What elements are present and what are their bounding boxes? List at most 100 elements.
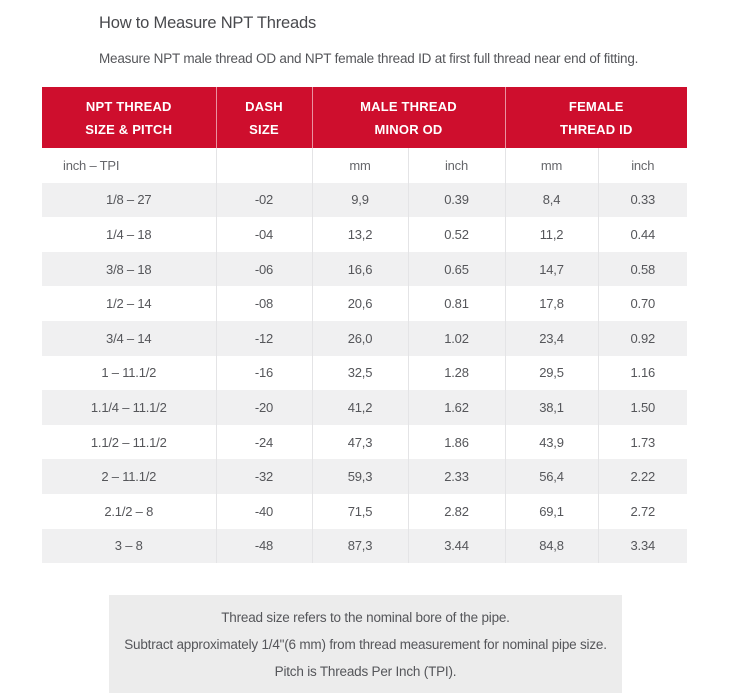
cell-male-mm: 47,3	[312, 424, 409, 460]
cell-male-inch: 2.33	[408, 459, 506, 494]
cell-dash: -08	[216, 286, 313, 321]
cell-size-pitch: 1.1/2 – 11.1/2	[42, 424, 217, 460]
cell-male-mm: 59,3	[312, 459, 409, 494]
cell-male-inch: 1.02	[408, 320, 506, 356]
header-line: MINOR OD	[374, 121, 443, 137]
npt-thread-table: NPT THREAD SIZE & PITCH DASH SIZE MALE T…	[42, 87, 688, 564]
cell-size-pitch: 1 – 11.1/2	[42, 355, 217, 391]
cell-female-mm: 43,9	[505, 424, 599, 460]
header-line: FEMALE	[568, 98, 624, 114]
header-line: MALE THREAD	[360, 98, 457, 114]
units-female-inch: inch	[598, 148, 688, 183]
cell-female-mm: 8,4	[505, 182, 599, 218]
cell-male-mm: 16,6	[312, 251, 409, 287]
cell-male-mm: 13,2	[312, 217, 409, 252]
cell-female-inch: 2.72	[598, 493, 688, 529]
cell-size-pitch: 3 – 8	[42, 528, 217, 564]
cell-female-mm: 69,1	[505, 493, 599, 529]
table-row: 1/4 – 18 -04 13,2 0.52 11,2 0.44	[42, 217, 688, 252]
table-header: NPT THREAD SIZE & PITCH DASH SIZE MALE T…	[42, 87, 688, 183]
cell-female-inch: 1.50	[598, 390, 688, 425]
cell-female-inch: 2.22	[598, 459, 688, 494]
cell-dash: -02	[216, 182, 313, 218]
header-line: DASH	[245, 98, 283, 114]
cell-dash: -24	[216, 424, 313, 460]
units-male-inch: inch	[408, 148, 506, 183]
cell-size-pitch: 2 – 11.1/2	[42, 459, 217, 494]
cell-size-pitch: 1/2 – 14	[42, 286, 217, 321]
cell-male-inch: 1.86	[408, 424, 506, 460]
header-male-thread-minor-od: MALE THREAD MINOR OD	[312, 87, 506, 148]
cell-dash: -06	[216, 251, 313, 287]
table-row: 3 – 8 -48 87,3 3.44 84,8 3.34	[42, 528, 688, 564]
cell-female-mm: 23,4	[505, 320, 599, 356]
cell-male-inch: 2.82	[408, 493, 506, 529]
cell-size-pitch: 1.1/4 – 11.1/2	[42, 390, 217, 425]
cell-female-mm: 84,8	[505, 528, 599, 564]
table-row: 1.1/2 – 11.1/2 -24 47,3 1.86 43,9 1.73	[42, 424, 688, 460]
units-size-pitch: inch – TPI	[42, 148, 217, 183]
header-npt-thread-size-pitch: NPT THREAD SIZE & PITCH	[42, 87, 217, 148]
units-row: inch – TPI mm inch mm inch	[42, 148, 688, 183]
table-row: 1/8 – 27 -02 9,9 0.39 8,4 0.33	[42, 182, 688, 218]
footnote-box: Thread size refers to the nominal bore o…	[109, 595, 622, 693]
page-subtitle: Measure NPT male thread OD and NPT femal…	[99, 50, 639, 66]
cell-dash: -12	[216, 320, 313, 356]
cell-dash: -48	[216, 528, 313, 564]
cell-dash: -20	[216, 390, 313, 425]
cell-female-inch: 0.70	[598, 286, 688, 321]
cell-size-pitch: 3/8 – 18	[42, 251, 217, 287]
cell-male-mm: 32,5	[312, 355, 409, 391]
footnote-line: Thread size refers to the nominal bore o…	[221, 609, 510, 625]
table-row: 1.1/4 – 11.1/2 -20 41,2 1.62 38,1 1.50	[42, 390, 688, 425]
header-female-thread-id: FEMALE THREAD ID	[505, 87, 688, 148]
table-row: 1 – 11.1/2 -16 32,5 1.28 29,5 1.16	[42, 355, 688, 391]
cell-female-mm: 38,1	[505, 390, 599, 425]
units-dash	[216, 148, 313, 183]
table-body: 1/8 – 27 -02 9,9 0.39 8,4 0.33 1/4 – 18 …	[42, 182, 688, 564]
cell-dash: -32	[216, 459, 313, 494]
cell-male-inch: 0.81	[408, 286, 506, 321]
cell-dash: -04	[216, 217, 313, 252]
table-row: 1/2 – 14 -08 20,6 0.81 17,8 0.70	[42, 286, 688, 321]
table-row: 2 – 11.1/2 -32 59,3 2.33 56,4 2.22	[42, 459, 688, 494]
footnote-line: Pitch is Threads Per Inch (TPI).	[274, 663, 457, 679]
cell-male-inch: 0.39	[408, 182, 506, 218]
cell-female-mm: 17,8	[505, 286, 599, 321]
cell-female-mm: 11,2	[505, 217, 599, 252]
cell-female-inch: 1.16	[598, 355, 688, 391]
header-row: NPT THREAD SIZE & PITCH DASH SIZE MALE T…	[42, 87, 688, 148]
cell-dash: -16	[216, 355, 313, 391]
cell-male-mm: 9,9	[312, 182, 409, 218]
cell-dash: -40	[216, 493, 313, 529]
cell-female-inch: 3.34	[598, 528, 688, 564]
cell-male-mm: 26,0	[312, 320, 409, 356]
cell-female-inch: 0.58	[598, 251, 688, 287]
cell-size-pitch: 1/8 – 27	[42, 182, 217, 218]
cell-male-inch: 0.65	[408, 251, 506, 287]
cell-female-inch: 1.73	[598, 424, 688, 460]
header-line: SIZE & PITCH	[85, 121, 173, 137]
cell-male-inch: 3.44	[408, 528, 506, 564]
cell-male-mm: 71,5	[312, 493, 409, 529]
cell-female-mm: 56,4	[505, 459, 599, 494]
cell-female-inch: 0.44	[598, 217, 688, 252]
table-row: 2.1/2 – 8 -40 71,5 2.82 69,1 2.72	[42, 493, 688, 529]
cell-male-inch: 1.62	[408, 390, 506, 425]
cell-female-mm: 29,5	[505, 355, 599, 391]
header-dash-size: DASH SIZE	[216, 87, 313, 148]
cell-male-mm: 20,6	[312, 286, 409, 321]
cell-male-mm: 41,2	[312, 390, 409, 425]
footnote-line: Subtract approximately 1/4"(6 mm) from t…	[124, 636, 607, 652]
header-line: SIZE	[249, 121, 279, 137]
cell-female-mm: 14,7	[505, 251, 599, 287]
table-row: 3/4 – 14 -12 26,0 1.02 23,4 0.92	[42, 320, 688, 356]
header-line: THREAD ID	[559, 121, 633, 137]
cell-size-pitch: 3/4 – 14	[42, 320, 217, 356]
cell-male-inch: 1.28	[408, 355, 506, 391]
page-title: How to Measure NPT Threads	[99, 14, 317, 33]
cell-male-mm: 87,3	[312, 528, 409, 564]
table-row: 3/8 – 18 -06 16,6 0.65 14,7 0.58	[42, 251, 688, 287]
cell-male-inch: 0.52	[408, 217, 506, 252]
cell-size-pitch: 2.1/2 – 8	[42, 493, 217, 529]
